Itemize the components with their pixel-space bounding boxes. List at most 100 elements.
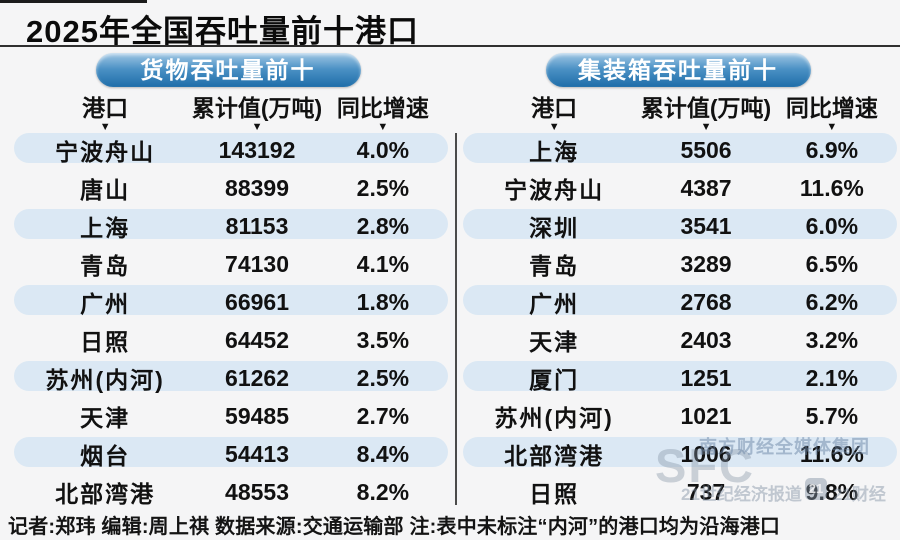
growth-cell: 9.8%: [805, 478, 859, 505]
column-header-value: 累计值(万吨) ▼: [192, 95, 322, 133]
growth-cell: 8.2%: [356, 478, 410, 505]
top-edge-line: [0, 0, 147, 3]
growth-cell: 4.0%: [356, 136, 410, 163]
value-cell: 1251: [680, 364, 732, 391]
table-row: 北部湾港 1006 11.6%: [463, 437, 897, 469]
port-cell: 北部湾港: [55, 481, 156, 507]
table-row: 苏州(内河) 1021 5.7%: [463, 399, 897, 432]
growth-cell: 8.4%: [356, 440, 410, 467]
growth-cell: 3.2%: [805, 326, 859, 353]
growth-cell: 6.2%: [805, 288, 859, 315]
table-row: 深圳 3541 6.0%: [463, 209, 897, 241]
column-header-label: 同比增速: [785, 95, 878, 121]
value-cell: 88399: [225, 174, 289, 201]
column-header-growth: 同比增速 ▼: [318, 95, 448, 133]
value-cell: 66961: [225, 288, 289, 315]
port-cell: 天津: [80, 405, 131, 431]
value-cell: 74130: [225, 250, 289, 277]
table-row: 广州 66961 1.8%: [14, 285, 448, 317]
port-cell: 日照: [80, 329, 131, 355]
value-cell: 64452: [225, 326, 289, 353]
container-table-body: 上海 5506 6.9% 宁波舟山 4387 11.6% 深圳 3541 6.0% 青岛 3289 6…: [456, 133, 900, 508]
port-cell: 苏州(内河): [494, 405, 614, 431]
table-row: 青岛 74130 4.1%: [14, 247, 448, 280]
growth-cell: 3.5%: [356, 326, 410, 353]
growth-cell: 1.8%: [356, 288, 410, 315]
table-row: 上海 81153 2.8%: [14, 209, 448, 241]
column-header-label: 港口: [82, 95, 129, 121]
growth-cell: 2.7%: [356, 402, 410, 429]
column-header-growth: 同比增速 ▼: [767, 95, 897, 133]
column-header-label: 累计值(万吨): [191, 95, 323, 121]
pointer-down-icon: ▼: [700, 121, 712, 133]
port-cell: 青岛: [529, 253, 580, 279]
growth-cell: 6.5%: [805, 250, 859, 277]
value-cell: 54413: [225, 440, 289, 467]
growth-cell: 2.5%: [356, 174, 410, 201]
table-row: 天津 59485 2.7%: [14, 399, 448, 432]
port-cell: 广州: [80, 291, 131, 317]
port-cell: 北部湾港: [504, 443, 605, 469]
table-row: 宁波舟山 4387 11.6%: [463, 171, 897, 204]
table-row: 苏州(内河) 61262 2.5%: [14, 361, 448, 393]
value-cell: 48553: [225, 478, 289, 505]
value-cell: 2403: [680, 326, 732, 353]
container-table-section: 集装箱吞吐量前十 港口 ▼ 累计值(万吨) ▼ 同比增速 ▼ 上海 5506 6.9…: [456, 50, 900, 513]
growth-cell: 2.1%: [805, 364, 859, 391]
value-cell: 61262: [225, 364, 289, 391]
value-cell: 4387: [680, 174, 732, 201]
value-cell: 3289: [680, 250, 732, 277]
column-header-port: 港口 ▼: [463, 95, 645, 133]
table-row: 广州 2768 6.2%: [463, 285, 897, 317]
port-cell: 烟台: [80, 443, 131, 469]
cargo-table-section: 货物吞吐量前十 港口 ▼ 累计值(万吨) ▼ 同比增速 ▼ 宁波舟山 143192…: [0, 50, 456, 513]
container-table-header: 港口 ▼ 累计值(万吨) ▼ 同比增速 ▼: [463, 95, 897, 133]
port-cell: 青岛: [80, 253, 131, 279]
value-cell: 59485: [225, 402, 289, 429]
column-header-label: 港口: [531, 95, 578, 121]
value-cell: 1021: [680, 402, 732, 429]
table-row: 唐山 88399 2.5%: [14, 171, 448, 204]
value-cell: 81153: [225, 212, 289, 239]
pointer-down-icon: ▼: [377, 121, 389, 133]
table-row: 天津 2403 3.2%: [463, 323, 897, 356]
growth-cell: 11.6%: [799, 174, 864, 201]
footer-credits: 记者:郑玮 编辑:周上祺 数据来源:交通运输部 注:表中未标注“内河”的港口均为…: [8, 516, 781, 538]
pointer-down-icon: ▼: [548, 121, 560, 133]
growth-cell: 5.7%: [805, 402, 859, 429]
pointer-down-icon: ▼: [826, 121, 838, 133]
container-badge: 集装箱吞吐量前十: [545, 53, 811, 87]
cargo-badge: 货物吞吐量前十: [95, 53, 361, 87]
value-cell: 737: [686, 478, 726, 505]
growth-cell: 4.1%: [356, 250, 410, 277]
port-cell: 深圳: [529, 215, 580, 241]
table-row: 厦门 1251 2.1%: [463, 361, 897, 393]
value-cell: 143192: [218, 136, 296, 163]
column-header-label: 同比增速: [336, 95, 429, 121]
port-cell: 唐山: [80, 177, 131, 203]
cargo-table-header: 港口 ▼ 累计值(万吨) ▼ 同比增速 ▼: [14, 95, 448, 133]
table-row: 上海 5506 6.9%: [463, 133, 897, 165]
port-cell: 宁波舟山: [504, 177, 605, 203]
column-header-value: 累计值(万吨) ▼: [641, 95, 771, 133]
port-cell: 上海: [80, 215, 131, 241]
growth-cell: 2.8%: [356, 212, 410, 239]
table-row: 日照 737 9.8%: [463, 475, 897, 508]
pointer-down-icon: ▼: [251, 121, 263, 133]
growth-cell: 11.6%: [799, 440, 864, 467]
table-row: 青岛 3289 6.5%: [463, 247, 897, 280]
table-row: 北部湾港 48553 8.2%: [14, 475, 448, 508]
port-cell: 宁波舟山: [55, 139, 156, 165]
pointer-down-icon: ▼: [99, 121, 111, 133]
port-cell: 苏州(内河): [45, 367, 165, 393]
port-cell: 厦门: [529, 367, 580, 393]
port-cell: 广州: [529, 291, 580, 317]
tables-divider-line: [455, 133, 457, 505]
port-cell: 天津: [529, 329, 580, 355]
column-header-port: 港口 ▼: [14, 95, 196, 133]
value-cell: 1006: [680, 440, 732, 467]
table-row: 日照 64452 3.5%: [14, 323, 448, 356]
port-cell: 上海: [529, 139, 580, 165]
table-row: 宁波舟山 143192 4.0%: [14, 133, 448, 165]
value-cell: 3541: [680, 212, 732, 239]
